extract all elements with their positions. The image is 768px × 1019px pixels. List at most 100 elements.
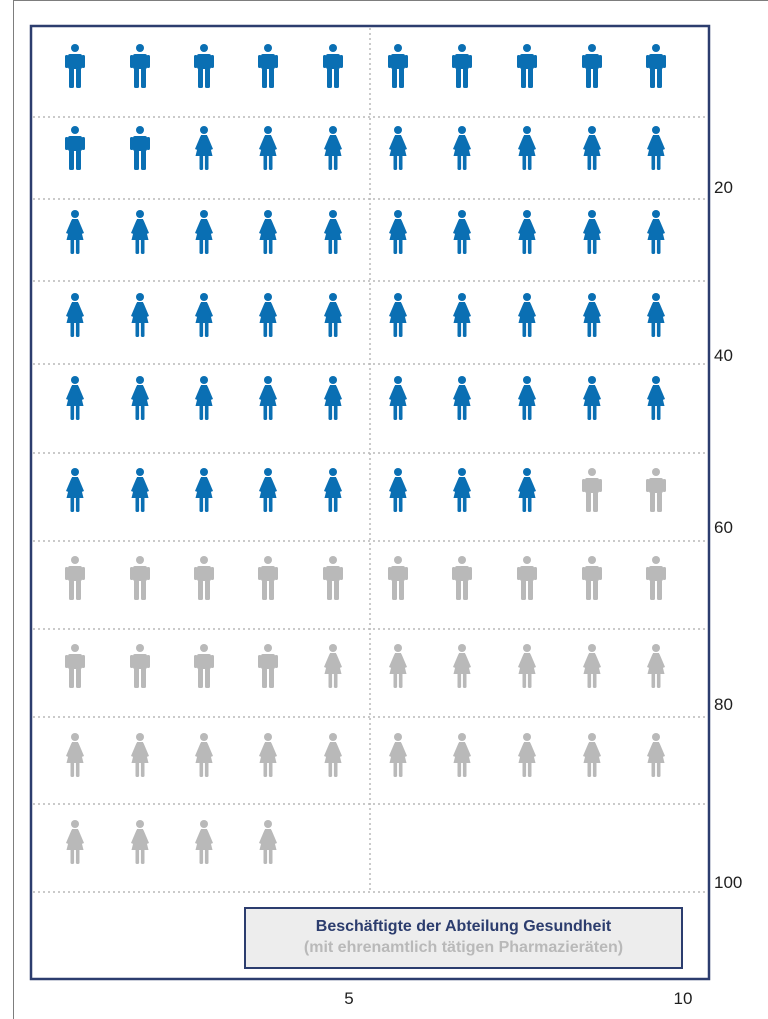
y-tick-label: 20: [714, 178, 733, 197]
female-figure-icon: [518, 126, 536, 170]
female-figure-icon: [518, 210, 536, 254]
female-figure-icon: [518, 468, 536, 512]
plot-frame: [29, 24, 711, 981]
male-figure-icon: [582, 44, 602, 88]
male-figure-icon: [258, 44, 278, 88]
male-figure-icon: [194, 644, 214, 688]
female-figure-icon: [518, 644, 536, 688]
male-figure-icon: [130, 126, 150, 170]
male-figure-icon: [194, 556, 214, 600]
male-figure-icon: [194, 44, 214, 88]
female-figure-icon: [453, 293, 471, 337]
male-figure-icon: [582, 556, 602, 600]
male-figure-icon: [323, 44, 343, 88]
female-figure-icon: [195, 468, 213, 512]
female-figure-icon: [131, 376, 149, 420]
female-figure-icon: [131, 293, 149, 337]
male-figure-icon: [258, 644, 278, 688]
female-figure-icon: [259, 210, 277, 254]
legend-subtitle: (mit ehrenamtlich tätigen Pharmazieräten…: [303, 939, 624, 956]
female-figure-icon: [518, 733, 536, 777]
female-figure-icon: [647, 293, 665, 337]
female-figure-icon: [66, 733, 84, 777]
male-figure-icon: [452, 556, 472, 600]
male-figure-icon: [258, 556, 278, 600]
y-tick-label: 60: [714, 518, 733, 537]
y-tick-label: 80: [714, 695, 733, 714]
female-figure-icon: [389, 644, 407, 688]
female-figure-icon: [131, 820, 149, 864]
female-figure-icon: [518, 376, 536, 420]
male-figure-icon: [388, 556, 408, 600]
female-figure-icon: [324, 733, 342, 777]
female-figure-icon: [389, 468, 407, 512]
female-figure-icon: [259, 126, 277, 170]
female-figure-icon: [66, 210, 84, 254]
image-frame-left: [13, 0, 14, 1019]
female-figure-icon: [583, 644, 601, 688]
legend-title: Beschäftigte der Abteilung Gesundheit: [315, 918, 612, 935]
female-figure-icon: [324, 468, 342, 512]
image-frame-top: [13, 0, 768, 1]
male-figure-icon: [130, 556, 150, 600]
female-figure-icon: [647, 644, 665, 688]
female-figure-icon: [453, 126, 471, 170]
female-figure-icon: [453, 468, 471, 512]
male-figure-icon: [517, 556, 537, 600]
female-figure-icon: [259, 820, 277, 864]
female-figure-icon: [389, 126, 407, 170]
female-figure-icon: [324, 644, 342, 688]
female-figure-icon: [195, 820, 213, 864]
female-figure-icon: [324, 293, 342, 337]
female-figure-icon: [647, 733, 665, 777]
male-figure-icon: [388, 44, 408, 88]
female-figure-icon: [389, 293, 407, 337]
female-figure-icon: [583, 293, 601, 337]
male-figure-icon: [130, 644, 150, 688]
male-figure-icon: [65, 126, 85, 170]
female-figure-icon: [66, 293, 84, 337]
female-figure-icon: [583, 733, 601, 777]
female-figure-icon: [583, 126, 601, 170]
female-figure-icon: [453, 376, 471, 420]
female-figure-icon: [453, 210, 471, 254]
female-figure-icon: [453, 733, 471, 777]
female-figure-icon: [389, 376, 407, 420]
male-figure-icon: [517, 44, 537, 88]
female-figure-icon: [583, 376, 601, 420]
female-figure-icon: [647, 126, 665, 170]
female-figure-icon: [324, 126, 342, 170]
female-figure-icon: [389, 733, 407, 777]
female-figure-icon: [518, 293, 536, 337]
female-figure-icon: [195, 126, 213, 170]
male-figure-icon: [582, 468, 602, 512]
female-figure-icon: [583, 210, 601, 254]
female-figure-icon: [66, 376, 84, 420]
female-figure-icon: [259, 468, 277, 512]
female-figure-icon: [324, 376, 342, 420]
female-figure-icon: [195, 733, 213, 777]
male-figure-icon: [130, 44, 150, 88]
female-figure-icon: [195, 210, 213, 254]
female-figure-icon: [647, 376, 665, 420]
legend-box: Beschäftigte der Abteilung Gesundheit (m…: [244, 907, 683, 969]
female-figure-icon: [195, 293, 213, 337]
female-figure-icon: [259, 293, 277, 337]
female-figure-icon: [259, 733, 277, 777]
male-figure-icon: [65, 44, 85, 88]
female-figure-icon: [324, 210, 342, 254]
female-figure-icon: [131, 733, 149, 777]
female-figure-icon: [66, 820, 84, 864]
female-figure-icon: [131, 210, 149, 254]
male-figure-icon: [65, 644, 85, 688]
x-tick-label: 5: [344, 989, 353, 1008]
male-figure-icon: [646, 556, 666, 600]
male-figure-icon: [323, 556, 343, 600]
female-figure-icon: [647, 210, 665, 254]
male-figure-icon: [646, 468, 666, 512]
female-figure-icon: [389, 210, 407, 254]
male-figure-icon: [646, 44, 666, 88]
x-tick-label: 10: [674, 989, 693, 1008]
y-tick-label: 100: [714, 873, 742, 892]
